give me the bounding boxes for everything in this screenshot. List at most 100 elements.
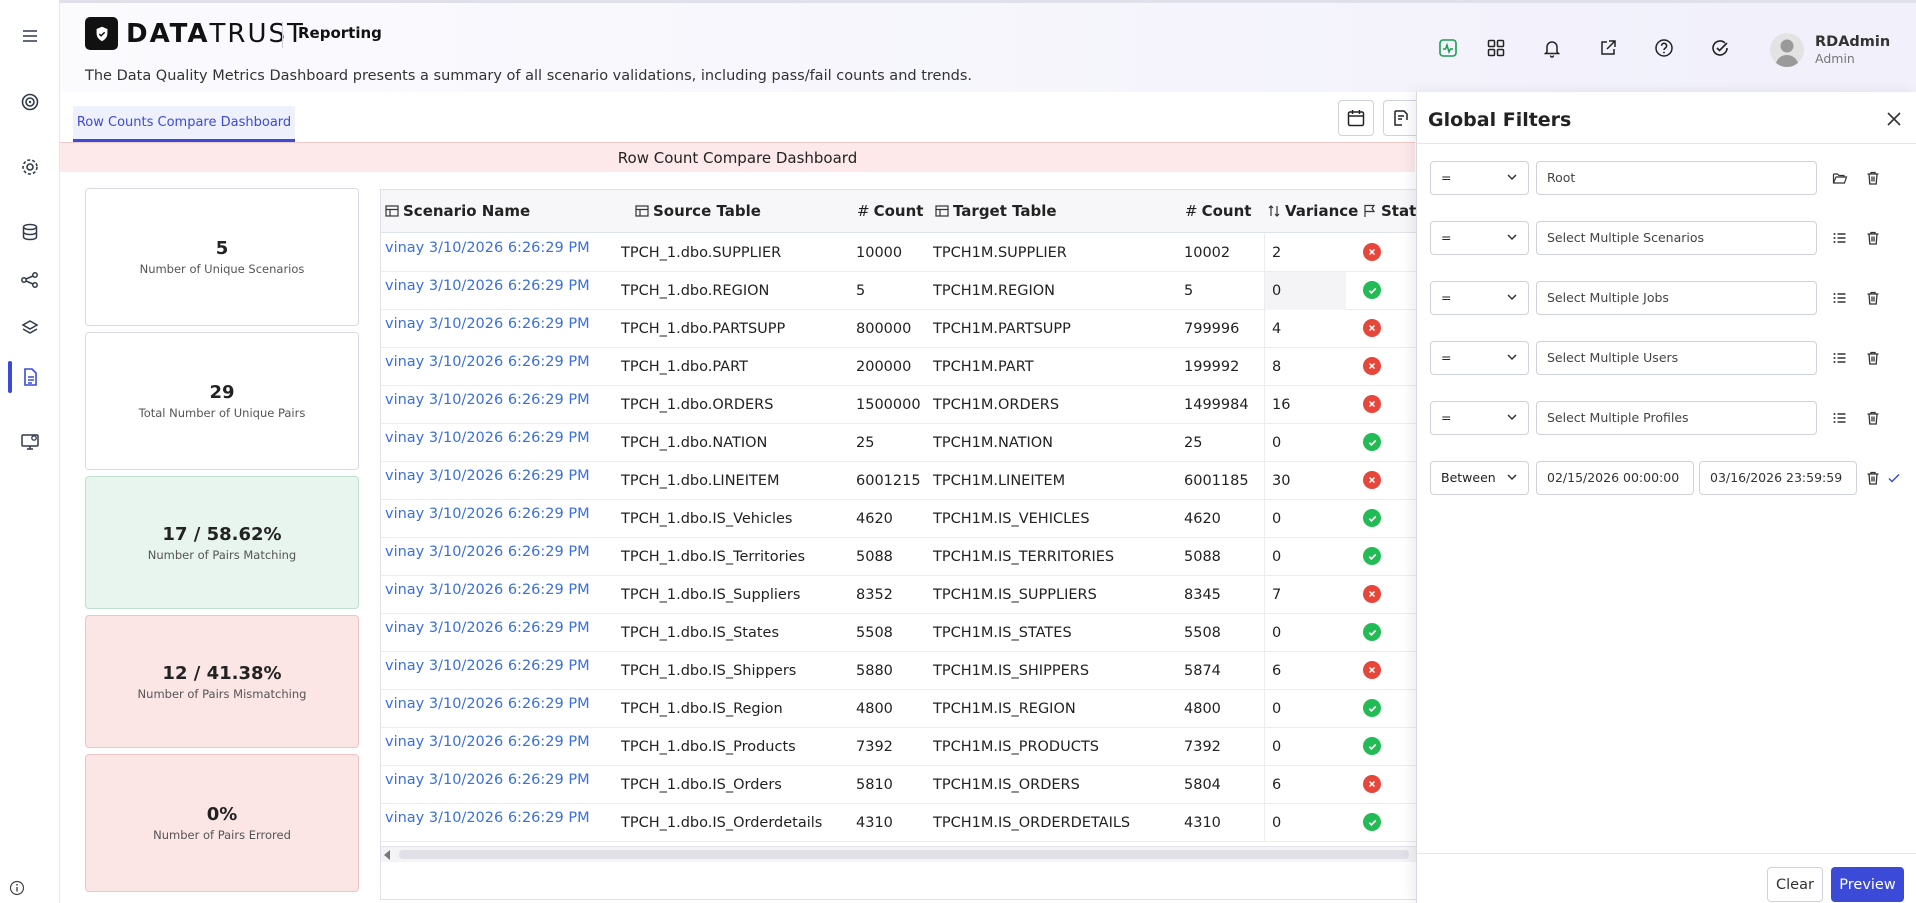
trash-icon[interactable]: [1864, 409, 1882, 427]
scenario-name-link[interactable]: vinay 3/10/2026 6:26:29 PM: [385, 658, 590, 674]
user-name[interactable]: RDAdmin: [1815, 34, 1891, 50]
layers-icon[interactable]: [18, 316, 42, 340]
list-icon[interactable]: [1831, 349, 1849, 367]
scenario-name-link[interactable]: vinay 3/10/2026 6:26:29 PM: [385, 810, 590, 826]
table-row[interactable]: vinay 3/10/2026 6:26:29 PM TPCH_1.dbo.IS_…: [381, 538, 1419, 576]
target-icon[interactable]: [18, 90, 42, 114]
scenario-name-link[interactable]: vinay 3/10/2026 6:26:29 PM: [385, 696, 590, 712]
scenario-name-link[interactable]: vinay 3/10/2026 6:26:29 PM: [385, 506, 590, 522]
filter-value-input[interactable]: Select Multiple Profiles: [1536, 401, 1817, 435]
menu-icon[interactable]: [18, 24, 42, 48]
filter-value-input[interactable]: Select Multiple Users: [1536, 341, 1817, 375]
trash-icon[interactable]: [1864, 229, 1882, 247]
filter-value-input[interactable]: Select Multiple Scenarios: [1536, 221, 1817, 255]
status-fail-icon: [1363, 585, 1381, 603]
trash-icon[interactable]: [1864, 469, 1882, 487]
save-filter-button[interactable]: [1383, 100, 1417, 136]
bell-icon[interactable]: [1539, 35, 1565, 61]
target-table-cell: TPCH1M.ORDERS: [933, 397, 1060, 413]
table-row[interactable]: vinay 3/10/2026 6:26:29 PM TPCH_1.dbo.IS_…: [381, 690, 1419, 728]
list-icon[interactable]: [1831, 229, 1849, 247]
gear-icon[interactable]: [18, 155, 42, 179]
database-icon[interactable]: [18, 220, 42, 244]
table-row[interactable]: vinay 3/10/2026 6:26:29 PM TPCH_1.dbo.LIN…: [381, 462, 1419, 500]
scenario-name-link[interactable]: vinay 3/10/2026 6:26:29 PM: [385, 620, 590, 636]
status-fail-icon: [1363, 775, 1381, 793]
apps-grid-icon[interactable]: [1483, 35, 1509, 61]
info-icon[interactable]: [9, 880, 25, 896]
target-count-cell: 5874: [1184, 663, 1221, 679]
trash-icon[interactable]: [1864, 169, 1882, 187]
scenario-name-link[interactable]: vinay 3/10/2026 6:26:29 PM: [385, 316, 590, 332]
calendar-button[interactable]: [1338, 100, 1374, 136]
target-count-cell: 5: [1184, 283, 1194, 299]
operator-select[interactable]: =: [1430, 161, 1529, 195]
trash-icon[interactable]: [1864, 289, 1882, 307]
filter-value-input[interactable]: Select Multiple Jobs: [1536, 281, 1817, 315]
scroll-thumb[interactable]: [399, 850, 1409, 859]
table-row[interactable]: vinay 3/10/2026 6:26:29 PM TPCH_1.dbo.NAT…: [381, 424, 1419, 462]
table-row[interactable]: vinay 3/10/2026 6:26:29 PM TPCH_1.dbo.PAR…: [381, 310, 1419, 348]
header-status[interactable]: Status: [1363, 202, 1419, 220]
avatar[interactable]: [1770, 33, 1804, 67]
scenario-name-link[interactable]: vinay 3/10/2026 6:26:29 PM: [385, 468, 590, 484]
table-row[interactable]: vinay 3/10/2026 6:26:29 PM TPCH_1.dbo.REG…: [381, 272, 1419, 310]
table-row[interactable]: vinay 3/10/2026 6:26:29 PM TPCH_1.dbo.IS_…: [381, 614, 1419, 652]
scenario-name-link[interactable]: vinay 3/10/2026 6:26:29 PM: [385, 430, 590, 446]
check-refresh-icon[interactable]: [1707, 35, 1733, 61]
operator-select[interactable]: =: [1430, 341, 1529, 375]
workflow-icon[interactable]: [18, 268, 42, 292]
horizontal-scrollbar[interactable]: [381, 846, 1419, 862]
target-table-cell: TPCH1M.REGION: [933, 283, 1055, 299]
header-target-table[interactable]: Target Table: [935, 202, 1057, 220]
table-row[interactable]: vinay 3/10/2026 6:26:29 PM TPCH_1.dbo.ORD…: [381, 386, 1419, 424]
trash-icon[interactable]: [1864, 349, 1882, 367]
operator-select[interactable]: =: [1430, 221, 1529, 255]
header-source-table[interactable]: Source Table: [635, 202, 761, 220]
folder-open-icon[interactable]: [1831, 169, 1849, 187]
table-row[interactable]: vinay 3/10/2026 6:26:29 PM TPCH_1.dbo.IS_…: [381, 766, 1419, 804]
source-count-cell: 4620: [856, 511, 893, 527]
operator-select[interactable]: =: [1430, 401, 1529, 435]
date-to-input[interactable]: 03/16/2026 23:59:59: [1699, 461, 1857, 495]
check-icon[interactable]: [1885, 469, 1903, 487]
filter-value-input[interactable]: Root: [1536, 161, 1817, 195]
header-variance[interactable]: Variance: [1267, 202, 1358, 220]
scenario-name-link[interactable]: vinay 3/10/2026 6:26:29 PM: [385, 544, 590, 560]
table-row[interactable]: vinay 3/10/2026 6:26:29 PM TPCH_1.dbo.SUP…: [381, 234, 1419, 272]
source-table-cell: TPCH_1.dbo.LINEITEM: [621, 473, 780, 489]
operator-select[interactable]: =: [1430, 281, 1529, 315]
clear-button[interactable]: Clear: [1767, 867, 1823, 902]
table-row[interactable]: vinay 3/10/2026 6:26:29 PM TPCH_1.dbo.IS_…: [381, 804, 1419, 842]
list-icon[interactable]: [1831, 409, 1849, 427]
close-icon[interactable]: [1883, 108, 1905, 130]
variance-cell: 0: [1264, 538, 1346, 576]
external-link-icon[interactable]: [1595, 35, 1621, 61]
header-source-count[interactable]: # Count: [857, 202, 924, 220]
scenario-name-link[interactable]: vinay 3/10/2026 6:26:29 PM: [385, 772, 590, 788]
header-target-count[interactable]: # Count: [1185, 202, 1252, 220]
table-row[interactable]: vinay 3/10/2026 6:26:29 PM TPCH_1.dbo.PAR…: [381, 348, 1419, 386]
scroll-left-arrow[interactable]: [384, 850, 390, 860]
scenario-name-link[interactable]: vinay 3/10/2026 6:26:29 PM: [385, 392, 590, 408]
report-icon[interactable]: [18, 365, 42, 389]
activity-icon[interactable]: [1435, 35, 1461, 61]
scenario-name-link[interactable]: vinay 3/10/2026 6:26:29 PM: [385, 734, 590, 750]
scenario-name-link[interactable]: vinay 3/10/2026 6:26:29 PM: [385, 582, 590, 598]
help-icon[interactable]: [1651, 35, 1677, 61]
scenario-name-link[interactable]: vinay 3/10/2026 6:26:29 PM: [385, 354, 590, 370]
date-operator-select[interactable]: Between: [1430, 461, 1529, 495]
table-row[interactable]: vinay 3/10/2026 6:26:29 PM TPCH_1.dbo.IS_…: [381, 500, 1419, 538]
tab-row-counts-compare[interactable]: Row Counts Compare Dashboard: [73, 106, 295, 142]
table-row[interactable]: vinay 3/10/2026 6:26:29 PM TPCH_1.dbo.IS_…: [381, 652, 1419, 690]
list-icon[interactable]: [1831, 289, 1849, 307]
date-from-input[interactable]: 02/15/2026 00:00:00: [1536, 461, 1694, 495]
monitor-settings-icon[interactable]: [18, 430, 42, 454]
header-scenario-name[interactable]: Scenario Name: [385, 202, 530, 220]
scenario-name-link[interactable]: vinay 3/10/2026 6:26:29 PM: [385, 278, 590, 294]
scenario-name-link[interactable]: vinay 3/10/2026 6:26:29 PM: [385, 240, 590, 256]
table-row[interactable]: vinay 3/10/2026 6:26:29 PM TPCH_1.dbo.IS_…: [381, 576, 1419, 614]
table-header: Scenario Name Source Table # Count Targe…: [381, 190, 1419, 233]
preview-button[interactable]: Preview: [1831, 867, 1904, 902]
table-row[interactable]: vinay 3/10/2026 6:26:29 PM TPCH_1.dbo.IS_…: [381, 728, 1419, 766]
